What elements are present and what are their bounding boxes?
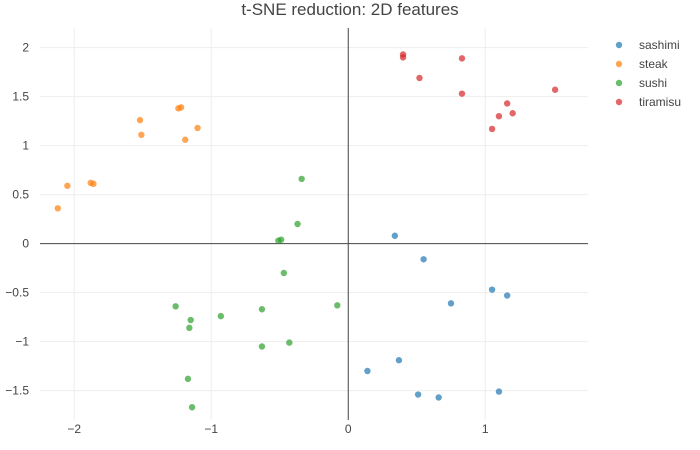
- data-point-sushi[interactable]: [258, 306, 266, 313]
- legend-marker: [615, 41, 623, 49]
- data-point-steak[interactable]: [182, 136, 189, 143]
- legend[interactable]: sashimi steak sushi tiramisu: [615, 38, 681, 109]
- legend-label: sashimi: [639, 38, 680, 52]
- legend-label: tiramisu: [639, 95, 681, 109]
- legend-item-tiramisu[interactable]: tiramisu: [615, 95, 681, 109]
- series-steak[interactable]: [54, 104, 201, 212]
- y-tick-label: 2: [22, 41, 29, 55]
- x-tick-label: −1: [204, 422, 218, 436]
- zero-lines: [40, 28, 588, 420]
- legend-label: steak: [639, 57, 669, 71]
- data-point-sushi[interactable]: [187, 316, 194, 324]
- data-point-tiramisu[interactable]: [488, 125, 496, 133]
- data-point-tiramisu[interactable]: [458, 55, 466, 62]
- data-point-sushi[interactable]: [188, 404, 196, 411]
- legend-item-sushi[interactable]: sushi: [615, 76, 667, 90]
- data-point-sashimi[interactable]: [447, 300, 455, 307]
- x-tick-label: −2: [67, 422, 81, 436]
- data-point-sushi[interactable]: [258, 343, 266, 350]
- data-point-sushi[interactable]: [172, 303, 179, 310]
- y-tick-label: −1.5: [5, 384, 29, 398]
- data-point-sashimi[interactable]: [364, 367, 371, 375]
- chart-title: t-SNE reduction: 2D features: [241, 0, 458, 19]
- data-point-sashimi[interactable]: [395, 357, 403, 364]
- data-point-tiramisu[interactable]: [416, 74, 423, 82]
- data-point-sushi[interactable]: [184, 375, 192, 383]
- data-point-tiramisu[interactable]: [399, 54, 407, 61]
- data-point-sashimi[interactable]: [435, 394, 442, 401]
- legend-marker: [615, 60, 623, 68]
- data-point-steak[interactable]: [64, 182, 71, 189]
- legend-label: sushi: [639, 76, 667, 90]
- legend-marker: [615, 98, 623, 106]
- series-sashimi[interactable]: [364, 232, 511, 401]
- data-point-sushi[interactable]: [280, 269, 288, 277]
- data-point-sushi[interactable]: [286, 339, 293, 346]
- x-tick-label: 0: [345, 422, 352, 436]
- data-point-tiramisu[interactable]: [509, 110, 516, 117]
- data-point-sushi[interactable]: [294, 220, 301, 228]
- data-point-steak[interactable]: [90, 180, 97, 188]
- data-point-sashimi[interactable]: [414, 391, 422, 398]
- series-sushi[interactable]: [172, 175, 341, 411]
- data-point-sashimi[interactable]: [495, 388, 503, 395]
- data-point-sashimi[interactable]: [391, 232, 399, 239]
- legend-item-sashimi[interactable]: sashimi: [615, 38, 680, 52]
- data-point-steak[interactable]: [54, 205, 62, 212]
- y-tick-label: 0: [22, 237, 29, 251]
- x-tick-label: 1: [482, 422, 489, 436]
- data-point-tiramisu[interactable]: [495, 113, 503, 120]
- data-point-sushi[interactable]: [277, 236, 285, 243]
- data-point-steak[interactable]: [177, 104, 185, 111]
- data-point-sushi[interactable]: [186, 324, 193, 332]
- data-point-sashimi[interactable]: [503, 292, 511, 299]
- legend-marker: [615, 79, 623, 87]
- data-point-steak[interactable]: [194, 124, 201, 132]
- series-tiramisu[interactable]: [399, 51, 559, 133]
- data-point-sashimi[interactable]: [488, 286, 496, 293]
- data-point-sushi[interactable]: [298, 175, 305, 183]
- y-tick-label: 1: [22, 139, 29, 153]
- data-point-sushi[interactable]: [334, 302, 341, 309]
- y-tick-label: −0.5: [5, 286, 29, 300]
- data-point-tiramisu[interactable]: [551, 86, 559, 93]
- data-point-tiramisu[interactable]: [503, 100, 511, 107]
- data-point-sushi[interactable]: [217, 312, 225, 320]
- y-tick-label: 1.5: [12, 90, 29, 104]
- data-point-steak[interactable]: [136, 116, 144, 124]
- y-tick-label: −1: [15, 335, 29, 349]
- data-point-steak[interactable]: [138, 131, 145, 139]
- data-points[interactable]: [54, 51, 559, 411]
- data-point-sashimi[interactable]: [420, 256, 427, 263]
- tick-labels: −2 −1 0 1 2 1.5 1 0.5 0 −0.5 −1 −1.5: [5, 41, 489, 436]
- data-point-tiramisu[interactable]: [458, 90, 466, 97]
- legend-item-steak[interactable]: steak: [615, 57, 669, 71]
- y-tick-label: 0.5: [12, 188, 29, 202]
